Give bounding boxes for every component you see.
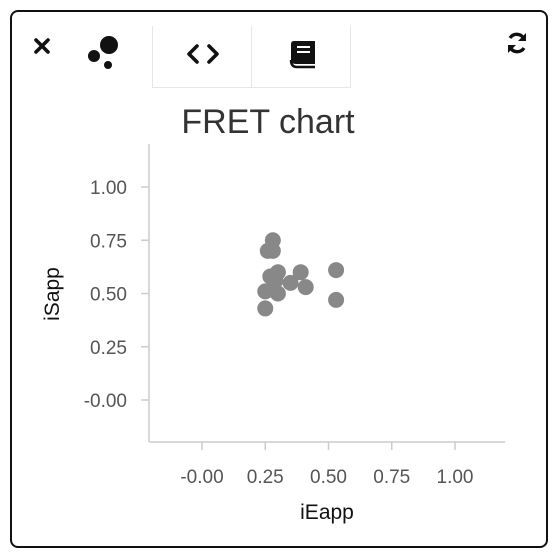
y-tick-label: 0.25 (90, 338, 127, 359)
data-point (264, 242, 281, 259)
data-point (282, 274, 299, 291)
code-icon (187, 44, 219, 64)
data-point (297, 279, 314, 296)
data-point (328, 291, 345, 308)
y-tick-label: -0.00 (84, 391, 127, 412)
data-point (257, 283, 274, 300)
x-tick-label: -0.00 (180, 467, 223, 488)
chart-title: FRET chart (181, 103, 355, 141)
y-tick-label: 0.50 (90, 285, 127, 306)
y-axis: -0.00 0.25 0.50 0.75 1.00 (84, 144, 150, 442)
y-tick-label: 0.75 (90, 231, 127, 252)
x-axis: -0.00 0.25 0.50 0.75 1.00 (149, 441, 505, 488)
data-point (292, 264, 309, 281)
scatter-view-button[interactable] (82, 32, 126, 72)
y-tick-label: 1.00 (90, 178, 127, 199)
x-tick-label: 1.00 (437, 467, 474, 488)
book-icon (289, 41, 315, 69)
x-tick-label: 0.50 (310, 467, 347, 488)
data-point (257, 300, 274, 317)
data-point (328, 262, 345, 279)
close-button[interactable] (30, 34, 54, 58)
scatter-icon (88, 36, 118, 69)
y-axis-title: iSapp (41, 267, 64, 321)
tab-docs[interactable] (251, 26, 351, 88)
x-tick-label: 0.75 (373, 467, 410, 488)
refresh-button[interactable] (502, 28, 532, 58)
refresh-icon (508, 32, 526, 54)
x-tick-label: 0.25 (247, 467, 284, 488)
close-icon (34, 38, 50, 54)
scatter-points (257, 232, 345, 317)
x-axis-title: iEapp (300, 501, 354, 524)
data-point (269, 285, 286, 302)
